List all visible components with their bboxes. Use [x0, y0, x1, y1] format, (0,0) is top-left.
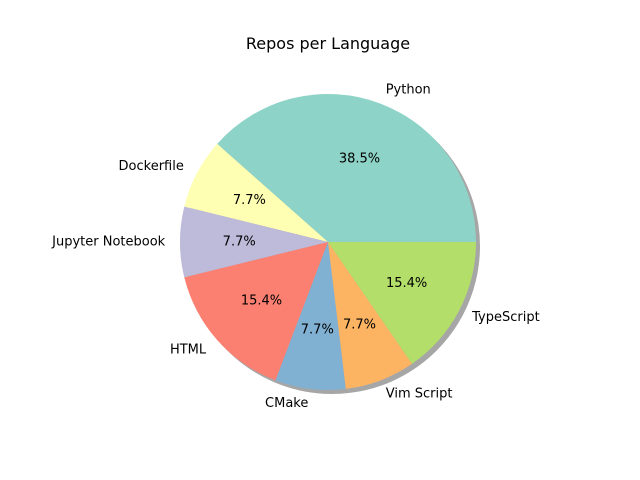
pie-pct-vim-script: 7.7%	[343, 318, 376, 333]
pie-label-python: Python	[386, 82, 431, 97]
pie-pct-html: 15.4%	[241, 293, 282, 308]
pie-pct-typescript: 15.4%	[386, 276, 427, 291]
chart-title: Repos per Language	[246, 34, 410, 53]
pie-label-typescript: TypeScript	[471, 310, 540, 325]
pie-pct-python: 38.5%	[339, 151, 380, 166]
pie-label-html: HTML	[170, 342, 207, 357]
pie-label-vim-script: Vim Script	[386, 387, 453, 402]
pie-pct-cmake: 7.7%	[301, 323, 334, 338]
pie-slices	[179, 94, 476, 390]
pie-slice-typescript	[328, 242, 476, 364]
pie-pct-dockerfile: 7.7%	[233, 193, 266, 208]
pie-labels: Python 38.5% Dockerfile 7.7% Jupyter Noteboo…	[51, 82, 540, 411]
pie-slice-jupyter-notebook	[179, 206, 328, 278]
pie-slice-vim-script	[328, 242, 413, 389]
pie-slice-cmake	[275, 242, 346, 390]
pie-pct-jupyter-notebook: 7.7%	[223, 235, 256, 250]
pie-slice-dockerfile	[184, 143, 328, 242]
pie-slice-html	[184, 242, 328, 381]
pie-label-cmake: CMake	[265, 396, 308, 411]
pie-label-dockerfile: Dockerfile	[119, 159, 184, 174]
pie-slice-python	[217, 94, 476, 242]
pie-label-jupyter-notebook: Jupyter Notebook	[51, 235, 166, 250]
